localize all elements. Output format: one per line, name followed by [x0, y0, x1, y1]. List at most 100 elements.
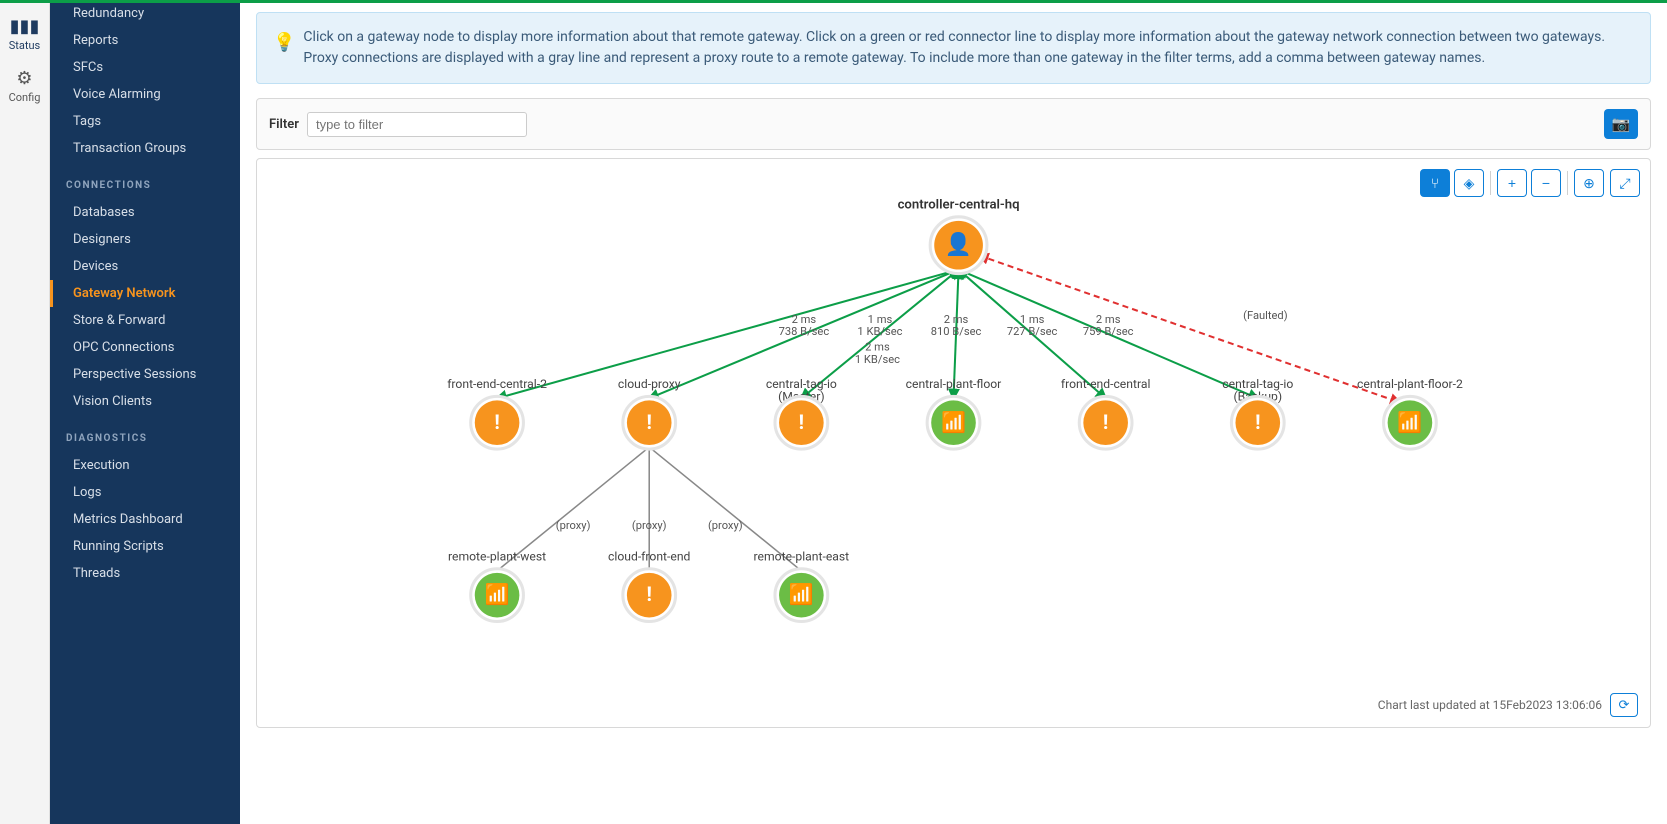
wifi-icon: 📶 — [1397, 410, 1422, 434]
screenshot-button[interactable]: 📷 — [1604, 109, 1638, 139]
sidebar-header-diagnostics: DIAGNOSTICS — [50, 415, 240, 452]
filter-label: Filter — [269, 117, 299, 132]
sidebar-item-tags[interactable]: Tags — [50, 108, 240, 135]
node-label: front-end-central-2 — [447, 377, 547, 391]
tree-icon: ⑂ — [1431, 175, 1439, 191]
node-cloud-front-end[interactable]: ! — [623, 569, 676, 622]
check-icon: ! — [494, 410, 499, 434]
rail-item-label: Status — [9, 39, 40, 52]
edge-label: 2 ms — [865, 341, 890, 354]
edge-label: 810 B/sec — [931, 325, 982, 338]
info-callout: 💡 Click on a gateway node to display mor… — [256, 12, 1651, 84]
edge-label: 2 ms — [792, 313, 817, 326]
sidebar-item-logs[interactable]: Logs — [50, 479, 240, 506]
sidebar-item-execution[interactable]: Execution — [50, 452, 240, 479]
sidebar-item-designers[interactable]: Designers — [50, 226, 240, 253]
sidebar-item-sfcs[interactable]: SFCs — [50, 54, 240, 81]
target-icon: ◈ — [1464, 175, 1475, 192]
refresh-button[interactable]: ⟳ — [1610, 693, 1638, 717]
sidebar-item-threads[interactable]: Threads — [50, 560, 240, 587]
sidebar-item-opc-connections[interactable]: OPC Connections — [50, 334, 240, 361]
edge-label: 1 ms — [1020, 313, 1045, 326]
rail-item-status[interactable]: ▮▮▮ Status — [0, 8, 50, 60]
node-label: remote-plant-east — [754, 550, 850, 564]
main-content: 💡 Click on a gateway node to display mor… — [240, 0, 1667, 824]
check-icon: ! — [1255, 410, 1260, 434]
bar-chart-icon: ▮▮▮ — [10, 16, 40, 37]
sidebar-item-voice-alarming[interactable]: Voice Alarming — [50, 81, 240, 108]
last-updated: Chart last updated at 15Feb2023 13:06:06… — [1378, 693, 1638, 717]
node-front-end-central[interactable]: ! — [1079, 396, 1132, 449]
edge-label: 2 ms — [944, 313, 969, 326]
sidebar-item-perspective-sessions[interactable]: Perspective Sessions — [50, 361, 240, 388]
refresh-icon: ⟳ — [1619, 697, 1630, 713]
sidebar-item-store-forward[interactable]: Store & Forward — [50, 307, 240, 334]
wifi-icon: 📶 — [485, 582, 510, 606]
user-icon: 👤 — [945, 231, 972, 257]
check-icon: ! — [799, 410, 804, 434]
graph-toolbar: ⑂ ◈ + − ⊕ ⤢ — [1420, 169, 1640, 197]
sidebar-item-vision-clients[interactable]: Vision Clients — [50, 388, 240, 415]
edge-label: (proxy) — [556, 519, 591, 532]
root-label: controller-central-hq — [898, 198, 1020, 213]
node-cloud-proxy[interactable]: ! — [623, 396, 676, 449]
node-remote-plant-east[interactable]: 📶 — [775, 569, 828, 622]
crosshair-icon: ⊕ — [1583, 175, 1595, 192]
filter-bar: Filter 📷 — [256, 98, 1651, 150]
sidebar-item-running-scripts[interactable]: Running Scripts — [50, 533, 240, 560]
tree-layout-button[interactable]: ⑂ — [1420, 169, 1450, 197]
icon-rail: ▮▮▮ Status ⚙ Config — [0, 0, 50, 824]
sidebar-item-transaction-groups[interactable]: Transaction Groups — [50, 135, 240, 162]
check-icon: ! — [646, 410, 651, 434]
network-graph[interactable]: 2 ms738 B/sec1 ms1 KB/sec2 ms810 B/sec1 … — [257, 159, 1650, 727]
wifi-icon: 📶 — [941, 410, 966, 434]
check-icon: ! — [646, 582, 651, 606]
zoom-in-button[interactable]: + — [1497, 169, 1527, 197]
node-label: cloud-proxy — [618, 377, 681, 391]
wifi-icon: 📶 — [789, 582, 814, 606]
node-label: front-end-central — [1061, 377, 1151, 391]
edge-label: 759 B/sec — [1083, 325, 1134, 338]
lightbulb-icon: 💡 — [273, 29, 295, 56]
info-text: Click on a gateway node to display more … — [303, 27, 1634, 69]
node-controller-central-hq[interactable]: 👤 — [930, 217, 987, 274]
filter-input[interactable] — [307, 112, 527, 137]
edge-label: 1 KB/sec — [855, 353, 900, 366]
sidebar-item-devices[interactable]: Devices — [50, 253, 240, 280]
fullscreen-button[interactable]: ⤢ — [1610, 169, 1640, 197]
node-label: central-plant-floor — [906, 377, 1002, 391]
node-central-tag-io-backup[interactable]: ! — [1231, 396, 1284, 449]
gear-icon: ⚙ — [16, 68, 32, 89]
check-icon: ! — [1103, 410, 1108, 434]
sidebar-header-connections: CONNECTIONS — [50, 162, 240, 199]
zoom-out-button[interactable]: − — [1531, 169, 1561, 197]
edge-label: 1 KB/sec — [857, 325, 902, 338]
camera-icon: 📷 — [1612, 115, 1631, 133]
radial-layout-button[interactable]: ◈ — [1454, 169, 1484, 197]
node-central-plant-floor[interactable]: 📶 — [927, 396, 980, 449]
sidebar-item-databases[interactable]: Databases — [50, 199, 240, 226]
sidebar-item-reports[interactable]: Reports — [50, 27, 240, 54]
node-label: cloud-front-end — [608, 550, 690, 564]
edge-label: 1 ms — [868, 313, 893, 326]
sidebar-item-gateway-network[interactable]: Gateway Network — [50, 280, 240, 307]
node-central-tag-io-master[interactable]: ! — [775, 396, 828, 449]
expand-icon: ⤢ — [1619, 175, 1630, 192]
node-remote-plant-west[interactable]: 📶 — [471, 569, 524, 622]
node-central-plant-floor-2[interactable]: 📶 — [1384, 396, 1437, 449]
edge-label: (proxy) — [632, 519, 667, 532]
edge-label: (Faulted) — [1243, 309, 1288, 322]
sidebar-item-redundancy[interactable]: Redundancy — [50, 0, 240, 27]
center-button[interactable]: ⊕ — [1574, 169, 1604, 197]
edge-label: 738 B/sec — [779, 325, 830, 338]
sidebar: RedundancyReportsSFCsVoice AlarmingTagsT… — [50, 0, 240, 824]
rail-item-label: Config — [9, 91, 41, 104]
node-label: central-plant-floor-2 — [1357, 377, 1463, 391]
node-label: remote-plant-west — [448, 550, 546, 564]
sidebar-item-metrics-dashboard[interactable]: Metrics Dashboard — [50, 506, 240, 533]
edge-label: (proxy) — [708, 519, 743, 532]
edge-label: 2 ms — [1096, 313, 1121, 326]
rail-item-config[interactable]: ⚙ Config — [0, 60, 50, 112]
graph-panel: ⑂ ◈ + − ⊕ ⤢ 2 ms738 B/sec1 ms1 KB/sec2 m… — [256, 158, 1651, 728]
node-front-end-central-2[interactable]: ! — [471, 396, 524, 449]
